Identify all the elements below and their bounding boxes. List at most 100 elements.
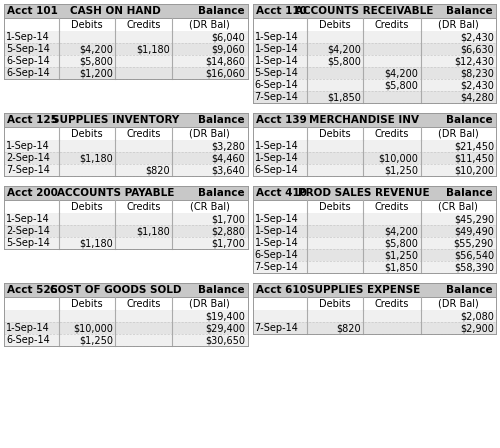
Text: Credits: Credits <box>374 129 409 138</box>
Text: Balance: Balance <box>198 115 244 125</box>
Bar <box>4 4 248 18</box>
Text: ACCOUNTS PAYABLE: ACCOUNTS PAYABLE <box>56 188 174 198</box>
Bar <box>252 261 496 273</box>
Bar <box>252 297 496 310</box>
Bar <box>252 67 496 79</box>
Bar <box>4 186 248 200</box>
Bar <box>4 310 248 322</box>
Text: (DR Bal): (DR Bal) <box>190 129 230 138</box>
Bar <box>4 297 248 310</box>
Text: $30,650: $30,650 <box>206 335 246 345</box>
Bar <box>252 283 496 297</box>
Text: 5-Sep-14: 5-Sep-14 <box>254 68 298 78</box>
Text: $4,200: $4,200 <box>79 44 113 54</box>
Bar <box>4 152 248 164</box>
Bar <box>252 322 496 334</box>
Text: Debits: Debits <box>320 298 351 309</box>
Bar <box>252 152 496 164</box>
Bar <box>4 200 248 213</box>
Bar <box>252 31 496 43</box>
Bar <box>252 225 496 237</box>
Bar <box>4 18 248 31</box>
Text: 5-Sep-14: 5-Sep-14 <box>6 44 50 54</box>
Text: Acct 125: Acct 125 <box>7 115 58 125</box>
Text: $820: $820 <box>146 165 170 175</box>
Bar <box>4 225 248 237</box>
Text: $3,280: $3,280 <box>212 141 246 151</box>
Text: Debits: Debits <box>71 129 102 138</box>
Text: ACCOUNTS RECEIVABLE: ACCOUNTS RECEIVABLE <box>294 6 433 16</box>
Text: 6-Sep-14: 6-Sep-14 <box>254 165 298 175</box>
Text: Acct 610: Acct 610 <box>256 285 306 295</box>
Text: Debits: Debits <box>71 202 102 211</box>
Text: Balance: Balance <box>198 6 244 16</box>
Bar <box>252 140 496 152</box>
Text: CASH ON HAND: CASH ON HAND <box>70 6 161 16</box>
Text: $29,400: $29,400 <box>206 323 246 333</box>
Text: $1,180: $1,180 <box>136 44 170 54</box>
Bar <box>252 4 496 18</box>
Text: $2,900: $2,900 <box>460 323 494 333</box>
Text: $4,280: $4,280 <box>460 92 494 102</box>
Text: Credits: Credits <box>126 298 160 309</box>
Text: $10,000: $10,000 <box>73 323 113 333</box>
Text: Balance: Balance <box>446 188 493 198</box>
Text: $3,640: $3,640 <box>212 165 246 175</box>
Text: $2,430: $2,430 <box>460 32 494 42</box>
Text: $1,850: $1,850 <box>384 262 418 272</box>
Text: Balance: Balance <box>446 285 493 295</box>
Bar <box>252 55 496 67</box>
Text: SUPPLIES INVENTORY: SUPPLIES INVENTORY <box>52 115 179 125</box>
Text: $1,180: $1,180 <box>79 153 113 163</box>
Text: (CR Bal): (CR Bal) <box>190 202 230 211</box>
Text: 6-Sep-14: 6-Sep-14 <box>6 68 50 78</box>
Text: $2,430: $2,430 <box>460 80 494 90</box>
Text: 1-Sep-14: 1-Sep-14 <box>6 323 50 333</box>
Bar <box>4 334 248 346</box>
Text: Acct 110: Acct 110 <box>256 6 306 16</box>
Text: MERCHANDISE INV: MERCHANDISE INV <box>309 115 419 125</box>
Text: $16,060: $16,060 <box>206 68 246 78</box>
Bar <box>4 43 248 55</box>
Text: $1,200: $1,200 <box>79 68 113 78</box>
Text: $4,200: $4,200 <box>384 226 418 236</box>
Text: $1,850: $1,850 <box>328 92 362 102</box>
Bar <box>4 140 248 152</box>
Text: Acct 101: Acct 101 <box>7 6 58 16</box>
Text: 6-Sep-14: 6-Sep-14 <box>6 335 50 345</box>
Text: 6-Sep-14: 6-Sep-14 <box>6 56 50 66</box>
Text: $10,200: $10,200 <box>454 165 494 175</box>
Text: Credits: Credits <box>126 129 160 138</box>
Text: Debits: Debits <box>71 298 102 309</box>
Text: SUPPLIES EXPENSE: SUPPLIES EXPENSE <box>308 285 420 295</box>
Text: $1,250: $1,250 <box>79 335 113 345</box>
Text: $9,060: $9,060 <box>212 44 246 54</box>
Text: 6-Sep-14: 6-Sep-14 <box>254 80 298 90</box>
Text: PROD SALES REVENUE: PROD SALES REVENUE <box>298 188 430 198</box>
Text: Balance: Balance <box>198 188 244 198</box>
Bar <box>4 113 248 127</box>
Bar <box>4 283 248 297</box>
Text: $1,180: $1,180 <box>79 238 113 248</box>
Text: $6,630: $6,630 <box>460 44 494 54</box>
Text: $2,880: $2,880 <box>212 226 246 236</box>
Text: $2,080: $2,080 <box>460 311 494 321</box>
Text: Acct 410: Acct 410 <box>256 188 306 198</box>
Bar <box>4 237 248 249</box>
Text: 7-Sep-14: 7-Sep-14 <box>254 92 298 102</box>
Bar <box>252 164 496 176</box>
Text: Acct 139: Acct 139 <box>256 115 306 125</box>
Text: $5,800: $5,800 <box>79 56 113 66</box>
Text: (DR Bal): (DR Bal) <box>190 20 230 30</box>
Text: Acct 200: Acct 200 <box>7 188 58 198</box>
Text: Debits: Debits <box>320 129 351 138</box>
Text: (CR Bal): (CR Bal) <box>438 202 478 211</box>
Bar <box>252 43 496 55</box>
Text: Credits: Credits <box>126 20 160 30</box>
Text: $1,700: $1,700 <box>212 238 246 248</box>
Bar <box>4 213 248 225</box>
Text: Balance: Balance <box>446 6 493 16</box>
Text: $19,400: $19,400 <box>206 311 246 321</box>
Text: $56,540: $56,540 <box>454 250 494 260</box>
Text: $45,290: $45,290 <box>454 214 494 224</box>
